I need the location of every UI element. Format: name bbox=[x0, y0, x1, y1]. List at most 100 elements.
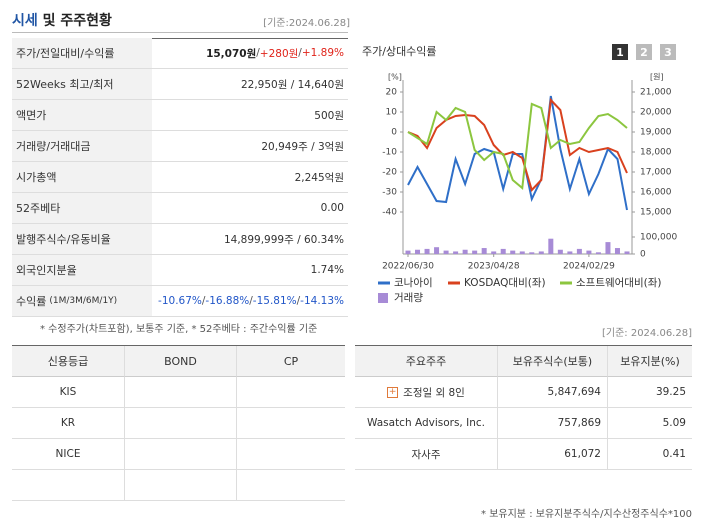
row-label: 거래량/거래대금 bbox=[12, 131, 152, 162]
divider bbox=[12, 32, 348, 33]
legend-label: 소프트웨어대비(좌) bbox=[576, 277, 661, 289]
y2-unit: [원] bbox=[650, 73, 664, 82]
header-cell: 신용등급 bbox=[12, 346, 124, 377]
note: * 보유지분 : 보유지분주식수/지수산정주식수*100 bbox=[481, 509, 692, 520]
y2-tick-label: 18,000 bbox=[640, 148, 672, 158]
chart-title: 주가/상대수익률 bbox=[362, 45, 437, 58]
row-value: 15,070원 / +280원 / +1.89% bbox=[152, 38, 348, 69]
row-label: 주가/전일대비/수익률 bbox=[12, 38, 152, 69]
holder-name: 조정일 외 8인 bbox=[403, 386, 465, 399]
volume-bar bbox=[510, 250, 516, 254]
y-tick-label: 10 bbox=[386, 108, 398, 118]
volume-bar bbox=[519, 251, 525, 254]
value: +280원 bbox=[259, 47, 299, 60]
y-tick-label: 0 bbox=[391, 128, 397, 138]
value: -10.67% bbox=[158, 295, 202, 307]
table-cell: + 조정일 외 8인 bbox=[355, 377, 497, 408]
table-cell bbox=[236, 470, 345, 501]
volume-bar bbox=[548, 238, 554, 254]
value: -14.13% bbox=[300, 295, 344, 307]
row-label: 발행주식수/유동비율 bbox=[12, 224, 152, 255]
table-cell bbox=[236, 439, 345, 470]
section-title: 시세 및 주주현황 bbox=[12, 10, 112, 30]
row-label: 52주베타 bbox=[12, 193, 152, 224]
volume-tick-label: 100,000 bbox=[640, 233, 677, 243]
table-cell: KR bbox=[12, 408, 124, 439]
label: 외국인지분율 bbox=[16, 264, 77, 277]
value: / bbox=[256, 47, 260, 59]
button-label: 3 bbox=[664, 46, 672, 59]
legend-label: KOSDAQ대비(좌) bbox=[464, 277, 546, 289]
table-cell bbox=[124, 470, 236, 501]
y2-tick-label: 16,000 bbox=[640, 188, 672, 198]
chart-button[interactable] bbox=[660, 44, 676, 60]
volume-bar bbox=[557, 249, 563, 254]
x-tick-label: 2023/04/28 bbox=[468, 262, 520, 272]
volume-bar bbox=[491, 251, 497, 254]
y2-tick-label: 17,000 bbox=[640, 168, 672, 178]
legend-label: 코나아이 bbox=[394, 277, 433, 289]
table-cell: NICE bbox=[12, 439, 124, 470]
value: -16.88% bbox=[205, 295, 250, 307]
x-tick-label: 2022/06/30 bbox=[382, 262, 434, 272]
row-value: 1.74% bbox=[152, 255, 348, 286]
y2-tick-label: 20,000 bbox=[640, 108, 672, 118]
legend-swatch bbox=[378, 293, 388, 303]
row-value: 14,899,999주 / 60.34% bbox=[152, 224, 348, 255]
volume-bar bbox=[481, 248, 487, 254]
label: 시가총액 bbox=[16, 171, 57, 184]
volume-bar bbox=[453, 251, 459, 254]
y-tick-label: -20 bbox=[382, 168, 397, 178]
title-rest: 및 주주현황 bbox=[42, 13, 112, 29]
table-cell bbox=[236, 408, 345, 439]
value: / bbox=[296, 295, 301, 307]
value: 0.00 bbox=[320, 202, 344, 214]
volume-bar bbox=[605, 242, 611, 254]
row-label: 수익률 (1M/3M/6M/1Y) bbox=[12, 286, 152, 317]
label: 주가/전일대비/수익률 bbox=[16, 47, 115, 60]
value: 22,950원 / 14,640원 bbox=[240, 78, 344, 91]
series-line bbox=[407, 102, 628, 190]
value: / bbox=[298, 47, 302, 59]
volume-bar bbox=[500, 248, 506, 254]
table-cell bbox=[124, 377, 236, 408]
label: 52Weeks 최고/최저 bbox=[16, 78, 114, 91]
volume-bar bbox=[538, 251, 544, 254]
value: 15,070원 bbox=[206, 47, 257, 60]
button-label: 2 bbox=[640, 46, 648, 59]
expand-icon[interactable]: + bbox=[387, 386, 399, 398]
row-value: -10.67% / -16.88% / -15.81% / -14.13% bbox=[152, 286, 348, 317]
value: 1.74% bbox=[310, 264, 344, 276]
table-cell: 757,869 bbox=[497, 408, 607, 439]
row-value: 0.00 bbox=[152, 193, 348, 224]
volume-bar bbox=[614, 248, 620, 254]
row-label: 외국인지분율 bbox=[12, 255, 152, 286]
header-cell: BOND bbox=[124, 346, 236, 377]
table-cell bbox=[124, 439, 236, 470]
table-cell: Wasatch Advisors, Inc. bbox=[355, 408, 497, 439]
table-cell: 61,072 bbox=[497, 439, 607, 470]
table-border bbox=[12, 38, 348, 39]
table-border bbox=[355, 345, 692, 346]
date: [기준: 2024.06.28] bbox=[601, 328, 692, 339]
table-cell bbox=[236, 377, 345, 408]
chart-button[interactable] bbox=[612, 44, 628, 60]
volume-bar bbox=[405, 250, 411, 254]
label: 거래량/거래대금 bbox=[16, 140, 91, 153]
label: 액면가 bbox=[16, 109, 47, 122]
chart-button[interactable] bbox=[636, 44, 652, 60]
table-cell bbox=[12, 470, 124, 501]
volume-bar bbox=[462, 249, 468, 254]
volume-bar bbox=[424, 248, 430, 254]
value: 500원 bbox=[314, 109, 344, 122]
button-label: 1 bbox=[616, 46, 624, 59]
x-tick-label: 2024/02/29 bbox=[563, 262, 615, 272]
table-cell: 0.41 bbox=[607, 439, 692, 470]
y-tick-label: -40 bbox=[382, 208, 397, 218]
series-line bbox=[407, 95, 628, 211]
volume-bar bbox=[472, 250, 478, 254]
volume-bar bbox=[624, 251, 630, 254]
table-cell: 39.25 bbox=[607, 377, 692, 408]
chart: 주가/상대수익률 1 2 3 [%] [원] 20 10 0 -10 -20 -30 -40 21,000… bbox=[362, 44, 677, 304]
value: / bbox=[249, 295, 253, 307]
